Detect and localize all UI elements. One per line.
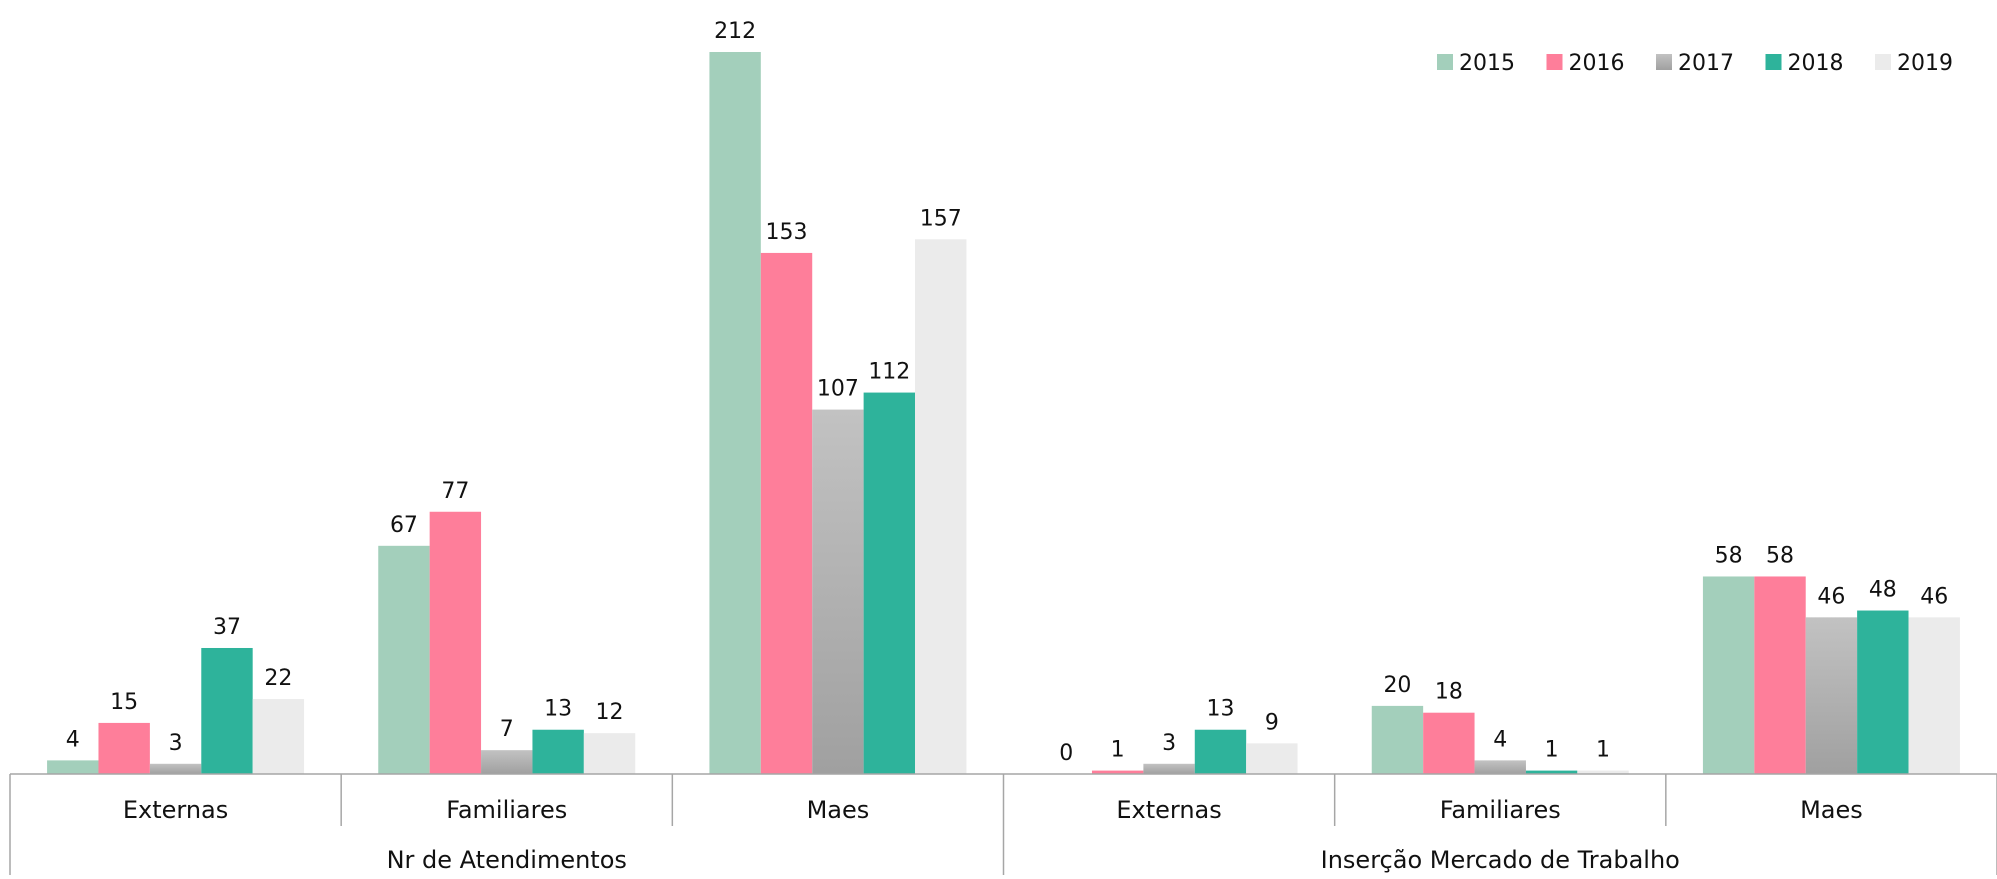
data-label-2017-2: 107 [817, 377, 859, 402]
legend-label-2018: 2018 [1788, 51, 1844, 76]
legend-swatch-2019 [1875, 54, 1891, 70]
bar-2019-familiares-1 [583, 733, 636, 774]
bar-2019-externas-3 [1246, 743, 1298, 774]
data-label-2015-0: 4 [66, 727, 80, 752]
bar-2016-externas-3 [1091, 770, 1144, 774]
legend-swatch-2015 [1437, 54, 1453, 70]
data-label-2015-2: 212 [714, 19, 756, 44]
bar-2015-externas-0 [47, 760, 99, 774]
data-label-2019-1: 12 [596, 700, 624, 725]
data-label-2017-1: 7 [500, 717, 514, 742]
bar-2019-externas-0 [252, 699, 305, 774]
bar-2018-externas-0 [201, 647, 253, 774]
bar-2018-maes-2 [863, 392, 916, 774]
bar-2016-externas-0 [98, 722, 150, 774]
bars-layer [47, 52, 1960, 774]
data-label-2015-4: 20 [1383, 673, 1411, 698]
bar-2015-maes-2 [709, 52, 761, 774]
bar-2019-maes-5 [1908, 617, 1960, 774]
x-axis: Externas Familiares Maes Externas Familiares… [9, 773, 1997, 875]
legend: 2015 2016 2017 2018 2019 [1437, 51, 1953, 76]
bar-2016-maes-5 [1754, 576, 1806, 774]
data-label-2018-3: 13 [1206, 697, 1234, 722]
data-label-2019-2: 157 [920, 206, 962, 231]
bar-2017-familiares-1 [481, 750, 533, 774]
bar-2018-maes-5 [1857, 610, 1909, 774]
data-label-2018-5: 48 [1869, 578, 1897, 603]
data-label-2018-2: 112 [868, 360, 910, 385]
data-label-2016-1: 77 [441, 479, 469, 504]
legend-label-2015: 2015 [1459, 51, 1515, 76]
group-label-0: Nr de Atendimentos [387, 846, 627, 874]
bar-2017-maes-2 [812, 409, 864, 774]
data-label-2017-5: 46 [1817, 584, 1845, 609]
data-label-2016-2: 153 [766, 220, 808, 245]
data-label-2016-4: 18 [1435, 680, 1463, 705]
data-label-2017-4: 4 [1493, 727, 1507, 752]
data-label-2018-0: 37 [213, 615, 241, 640]
bar-2015-maes-5 [1702, 576, 1755, 774]
data-label-2019-0: 22 [264, 666, 292, 691]
bar-2017-maes-5 [1805, 617, 1858, 774]
data-label-2018-4: 1 [1545, 738, 1559, 763]
data-label-2016-5: 58 [1766, 543, 1794, 568]
bar-2015-familiares-1 [378, 545, 430, 774]
bar-2017-externas-0 [149, 763, 202, 774]
data-label-2019-3: 9 [1265, 710, 1279, 735]
data-label-2016-3: 1 [1111, 738, 1125, 763]
data-label-2017-0: 3 [169, 731, 183, 756]
legend-label-2019: 2019 [1897, 51, 1953, 76]
bar-2017-externas-3 [1143, 763, 1195, 774]
legend-swatch-2018 [1765, 54, 1782, 70]
bar-2018-familiares-4 [1525, 770, 1578, 774]
data-label-2015-3: 0 [1059, 741, 1073, 766]
bar-2018-familiares-1 [532, 729, 584, 774]
data-label-2017-3: 3 [1162, 731, 1176, 756]
data-label-2019-4: 1 [1596, 738, 1610, 763]
bar-2019-maes-2 [915, 239, 967, 774]
bar-2016-familiares-4 [1423, 712, 1475, 774]
category-label-maes-2: Maes [807, 796, 870, 824]
category-label-externas-0: Externas [123, 796, 228, 824]
legend-label-2016: 2016 [1569, 51, 1625, 76]
bar-2016-familiares-1 [429, 511, 482, 774]
data-label-2019-5: 46 [1920, 584, 1948, 609]
bar-2015-familiares-4 [1371, 705, 1424, 774]
category-label-familiares-4: Familiares [1440, 796, 1561, 824]
bar-2016-maes-2 [760, 252, 813, 774]
legend-label-2017: 2017 [1678, 51, 1734, 76]
legend-swatch-2017 [1656, 54, 1672, 70]
category-label-maes-5: Maes [1800, 796, 1863, 824]
data-label-2018-1: 13 [544, 697, 572, 722]
bar-2019-familiares-4 [1577, 770, 1629, 774]
bar-2017-familiares-4 [1474, 760, 1526, 774]
data-label-2016-0: 15 [110, 690, 138, 715]
legend-swatch-2016 [1546, 54, 1563, 70]
group-label-1: Inserção Mercado de Trabalho [1321, 846, 1680, 874]
category-label-familiares-1: Familiares [446, 796, 567, 824]
data-label-2015-5: 58 [1715, 543, 1743, 568]
category-label-externas-3: Externas [1116, 796, 1221, 824]
data-label-2015-1: 67 [390, 513, 418, 538]
bar-2018-externas-3 [1194, 729, 1247, 774]
